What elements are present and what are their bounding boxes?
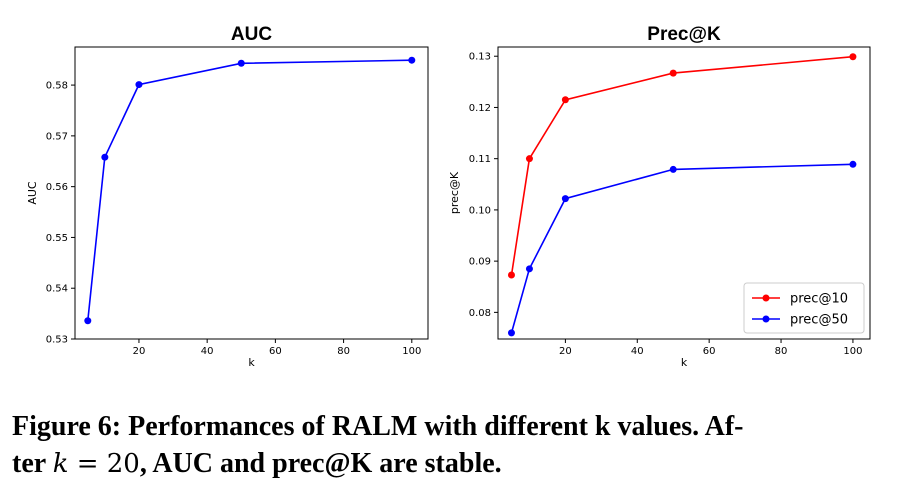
- chart-1: AUC 20 40 60 80 100 0.53 0.54 0.55 0.56 0.57 0.58 k A…: [26, 24, 429, 369]
- data-point-prec-50: [561, 195, 569, 203]
- data-point-prec-50: [507, 329, 515, 337]
- caption-line-2-prefix: ter: [12, 448, 53, 479]
- x-tick-label: 80: [775, 346, 788, 357]
- data-point-prec-50: [525, 265, 533, 273]
- x-tick-label: 100: [843, 346, 862, 357]
- x-tick-label: 80: [337, 346, 350, 357]
- data-point-prec-10: [849, 53, 857, 61]
- data-point-series-1: [237, 59, 245, 67]
- data-point-series-1: [408, 56, 416, 64]
- caption-line-1: Figure 6: Performances of RALM with diff…: [12, 411, 744, 442]
- x-tick-label: 100: [402, 346, 421, 357]
- caption-line-2-suffix: , AUC and prec@K are stable.: [139, 448, 502, 479]
- data-point-prec-10: [561, 96, 569, 104]
- data-point-series-1: [135, 81, 143, 89]
- legend-label: prec@50: [790, 313, 848, 328]
- plot-frame: [497, 46, 871, 340]
- caption-math: k = 20: [53, 449, 140, 479]
- y-tick-label: 0.12: [469, 103, 491, 114]
- y-tick-label: 0.55: [46, 233, 68, 244]
- y-tick-label: 0.56: [46, 182, 68, 193]
- x-tick-label: 60: [269, 346, 282, 357]
- series-line-series-1: [87, 59, 412, 321]
- caption-line-2: ter k = 20, AUC and prec@K are stable.: [12, 445, 904, 483]
- data-point-series-1: [101, 153, 109, 161]
- x-tick-label: 20: [559, 346, 572, 357]
- chart-title: AUC: [231, 24, 272, 45]
- data-point-prec-50: [669, 165, 677, 173]
- data-point-prec-10: [507, 271, 515, 279]
- y-tick-label: 0.57: [46, 131, 68, 142]
- data-point-prec-10: [525, 155, 533, 163]
- y-axis-label: prec@K: [448, 171, 461, 214]
- x-axis-label: k: [681, 356, 688, 369]
- y-tick-label: 0.13: [469, 52, 491, 63]
- y-tick-label: 0.53: [46, 335, 68, 346]
- caption-math-variable: k: [52, 449, 69, 479]
- chart-2: Prec@K 20 40 60 80 100 0.08 0.09 0.10 0.11 0.12 0.1…: [448, 24, 871, 369]
- data-point-series-1: [84, 317, 92, 325]
- y-tick-label: 0.58: [46, 81, 68, 92]
- legend-box: [743, 282, 865, 334]
- legend-marker: [762, 294, 770, 302]
- plot-frame: [74, 46, 429, 340]
- y-tick-label: 0.54: [46, 284, 68, 295]
- x-tick-label: 20: [133, 346, 146, 357]
- y-axis-label: AUC: [26, 181, 39, 205]
- chart-title: Prec@K: [647, 24, 721, 45]
- y-tick-label: 0.10: [469, 205, 491, 216]
- legend-label: prec@10: [790, 292, 848, 307]
- legend-marker: [762, 315, 770, 323]
- figure-charts: AUC 20 40 60 80 100 0.53 0.54 0.55 0.56 0.57 0.58 k A…: [26, 24, 871, 369]
- x-axis-label: k: [248, 356, 255, 369]
- caption-math-value: = 20: [68, 449, 140, 479]
- data-point-prec-10: [669, 69, 677, 77]
- y-tick-label: 0.11: [469, 154, 491, 165]
- x-tick-label: 40: [631, 346, 644, 357]
- figure-caption: Figure 6: Performances of RALM with diff…: [12, 408, 904, 483]
- x-tick-label: 60: [703, 346, 716, 357]
- data-point-prec-50: [849, 160, 857, 168]
- x-tick-label: 40: [201, 346, 214, 357]
- y-tick-label: 0.09: [469, 257, 491, 268]
- y-tick-label: 0.08: [469, 308, 491, 319]
